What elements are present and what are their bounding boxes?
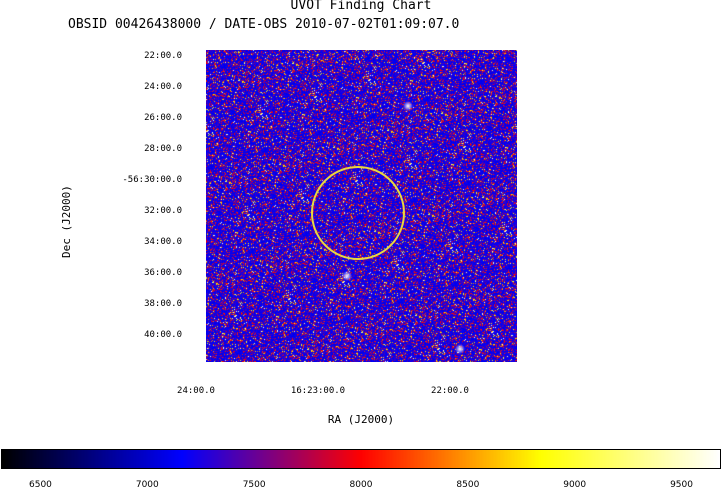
dec-tick-label: 26:00.0 <box>144 113 182 123</box>
colorbar <box>1 449 721 469</box>
target-circle <box>311 166 405 260</box>
dec-tick-label: 38:00.0 <box>144 299 182 309</box>
dec-tick-label: 32:00.0 <box>144 206 182 216</box>
dec-tick-label: 28:00.0 <box>144 144 182 154</box>
colorbar-tick-label: 8000 <box>349 480 373 490</box>
colorbar-tick-label: 7000 <box>135 480 159 490</box>
ra-tick-label: 22:00.0 <box>431 386 469 396</box>
colorbar-tick-label: 6500 <box>29 480 52 490</box>
x-axis-label: RA (J2000) <box>327 413 395 426</box>
dec-tick-label: 22:00.0 <box>144 51 182 61</box>
target-circle-overlay <box>311 166 405 260</box>
colorbar-tick-label: 9500 <box>670 480 693 490</box>
dec-tick-label: 24:00.0 <box>144 82 182 92</box>
colorbar-tick-label: 9000 <box>563 480 587 490</box>
ra-tick-label: 16:23:00.0 <box>290 386 346 396</box>
dec-tick-label: 40:00.0 <box>144 330 182 340</box>
sky-image <box>206 50 517 362</box>
ra-tick-label: 24:00.0 <box>177 386 215 396</box>
dec-tick-label: 34:00.0 <box>144 237 182 247</box>
dec-tick-label: -56:30:00.0 <box>122 175 182 185</box>
chart-title: UVOT Finding Chart <box>290 0 432 13</box>
chart-subtitle: OBSID 00426438000 / DATE-OBS 2010-07-02T… <box>68 17 460 32</box>
colorbar-tick-label: 8500 <box>456 480 480 490</box>
y-axis-label: Dec (J2000) <box>60 185 73 258</box>
colorbar-tick-label: 7500 <box>242 480 266 490</box>
dec-tick-label: 36:00.0 <box>144 268 182 278</box>
